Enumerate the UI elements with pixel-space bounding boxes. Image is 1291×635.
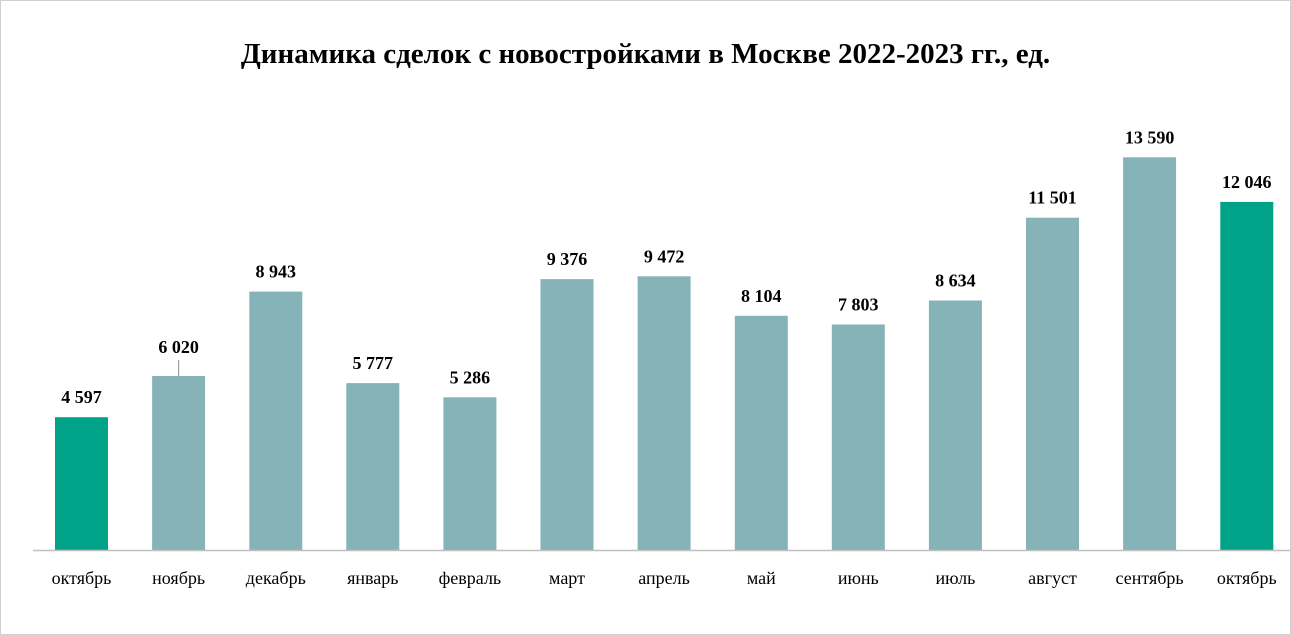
value-label-7: 9 472: [644, 246, 685, 266]
bar-13: [1220, 201, 1274, 550]
value-label-12: 13 590: [1125, 127, 1175, 147]
category-label-11: август: [1028, 568, 1077, 588]
value-label-3: 8 943: [256, 262, 297, 282]
category-label-7: апрель: [638, 568, 690, 588]
category-label-4: январь: [347, 568, 398, 588]
value-label-8: 8 104: [741, 286, 782, 306]
value-label-2: 6 020: [158, 337, 199, 357]
category-label-10: июль: [935, 568, 975, 588]
bar-4: [346, 383, 400, 550]
bar-11: [1026, 217, 1079, 550]
category-label-9: июнь: [838, 568, 879, 588]
bar-12: [1123, 157, 1177, 551]
chart-title: Динамика сделок с новостройками в Москве…: [240, 38, 1051, 70]
category-label-1: октябрь: [52, 568, 112, 588]
bar-9: [831, 324, 885, 550]
category-label-5: февраль: [439, 568, 502, 588]
bar-1: [55, 417, 108, 550]
bar-5: [443, 397, 497, 550]
value-label-5: 5 286: [450, 367, 491, 387]
bar-3: [249, 291, 303, 550]
category-label-2: ноябрь: [152, 568, 205, 588]
value-label-11: 11 501: [1028, 188, 1077, 208]
bar-7: [637, 276, 691, 550]
value-label-13: 12 046: [1222, 172, 1272, 192]
category-label-3: декабрь: [246, 568, 306, 588]
bar-10: [928, 300, 982, 550]
category-label-12: сентябрь: [1116, 568, 1184, 588]
value-label-9: 7 803: [838, 295, 879, 315]
value-label-6: 9 376: [547, 249, 588, 269]
value-label-4: 5 777: [353, 353, 394, 373]
category-label-6: март: [549, 568, 585, 588]
bar-6: [540, 279, 594, 550]
category-label-13: октябрь: [1217, 568, 1277, 588]
bar-2: [152, 376, 206, 550]
bar-8: [734, 315, 788, 550]
value-label-10: 8 634: [935, 271, 976, 291]
value-label-1: 4 597: [61, 387, 102, 407]
category-label-8: май: [747, 568, 776, 588]
